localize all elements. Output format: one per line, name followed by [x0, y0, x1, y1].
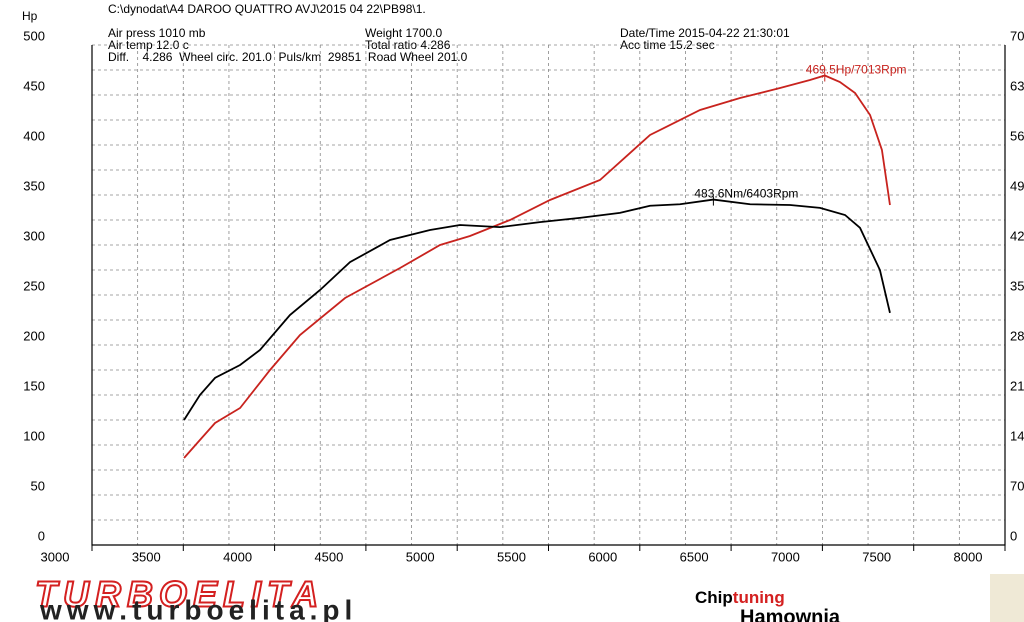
y-tick-label: 300 — [23, 228, 45, 243]
y2-tick-label: 560 — [1010, 128, 1024, 143]
y-tick-label: 400 — [23, 128, 45, 143]
y-tick-label: 250 — [23, 278, 45, 293]
y-tick-label: 500 — [23, 28, 45, 43]
plot-area: 3000 3500 4000 4500 5000 5500 6000 6500 7000 7500… — [23, 28, 1024, 564]
footer-tuning-word: tuning — [733, 588, 785, 607]
x-tick-label: 6000 — [588, 549, 617, 564]
header-field: Air press 1010 mb — [108, 26, 206, 40]
y2-tick-label: 280 — [1010, 328, 1024, 343]
x-tick-label: 4000 — [223, 549, 252, 564]
y-tick-label: 200 — [23, 328, 45, 343]
footer-url: www.turboelita.pl — [39, 594, 357, 622]
x-tick-label: 3500 — [132, 549, 161, 564]
corner-panel — [990, 574, 1024, 622]
x-tick-label: 8000 — [954, 549, 983, 564]
footer-chip: Chiptuning — [695, 588, 785, 607]
y-tick-label: 450 — [23, 78, 45, 93]
annotation: 469.5Hp/7013Rpm — [806, 63, 907, 77]
x-tick-label: 5500 — [497, 549, 526, 564]
annotation: 483.6Nm/6403Rpm — [694, 187, 798, 201]
y-tick-label: 50 — [31, 478, 45, 493]
y2-tick-label: 210 — [1010, 378, 1024, 393]
header-field: Date/Time 2015-04-22 21:30:01 — [620, 26, 790, 40]
x-tick-label: 7000 — [771, 549, 800, 564]
y2-tick-label: 350 — [1010, 278, 1024, 293]
y2-tick-label: 140 — [1010, 428, 1024, 443]
header-field: Diff. 4.286 Wheel circ. 201.0 Puls/km 29… — [108, 50, 468, 64]
y2-tick-label: 420 — [1010, 228, 1024, 243]
y2-tick-label: 700 — [1010, 28, 1024, 43]
y-tick-label: 350 — [23, 178, 45, 193]
y2-tick-label: 0 — [1010, 528, 1017, 543]
y2-tick-label: 490 — [1010, 178, 1024, 193]
y-axis-label: Hp — [22, 9, 38, 23]
y-tick-label: 100 — [23, 428, 45, 443]
footer-hamownia: Hamownia — [740, 606, 841, 622]
footer-logo: TURBOELITA — [35, 574, 324, 615]
header-field: Weight 1700.0 — [365, 26, 442, 40]
y-tick-label: 0 — [38, 528, 45, 543]
header-field: Total ratio 4.286 — [365, 38, 451, 52]
series-line — [183, 198, 891, 421]
y2-tick-label: 630 — [1010, 78, 1024, 93]
footer-chip-word: Chip — [695, 588, 733, 607]
y2-tick-label: 70 — [1010, 478, 1024, 493]
x-tick-label: 7500 — [862, 549, 891, 564]
header-field: Acc time 15.2 sec — [620, 38, 715, 52]
x-tick-label: 3000 — [41, 549, 70, 564]
series-line — [183, 74, 891, 459]
chart-title: C:\dynodat\A4 DAROO QUATTRO AVJ\2015 04 … — [108, 2, 426, 16]
x-tick-label: 5000 — [406, 549, 435, 564]
x-tick-label: 6500 — [680, 549, 709, 564]
x-tick-label: 4500 — [314, 549, 343, 564]
y-tick-label: 150 — [23, 378, 45, 393]
